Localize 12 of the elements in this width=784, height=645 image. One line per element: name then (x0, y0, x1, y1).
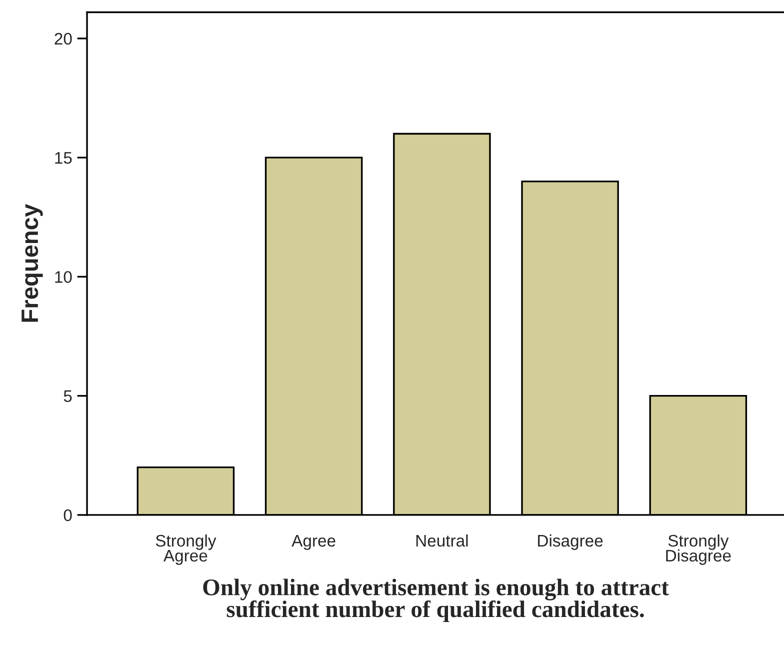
x-axis-title: Only online advertisement is enough to attract sufficient number of qualified candidates. (203, 578, 669, 622)
x-tick-label: Neutral (416, 534, 468, 547)
y-tick-label: 15 (55, 152, 72, 164)
y-tick-label: 20 (54, 32, 72, 45)
x-tick-label: Strongly Agree (156, 534, 216, 565)
x-tick-label: Agree (292, 535, 336, 550)
y-tick-label: 0 (64, 509, 72, 522)
x-tick-label: Disagree (538, 534, 603, 550)
y-tick-label: 5 (64, 390, 72, 402)
x-tick-label: Strongly Disagree (666, 534, 731, 565)
y-axis-title: Frequency (22, 204, 43, 322)
y-tick-label: 10 (55, 271, 72, 283)
